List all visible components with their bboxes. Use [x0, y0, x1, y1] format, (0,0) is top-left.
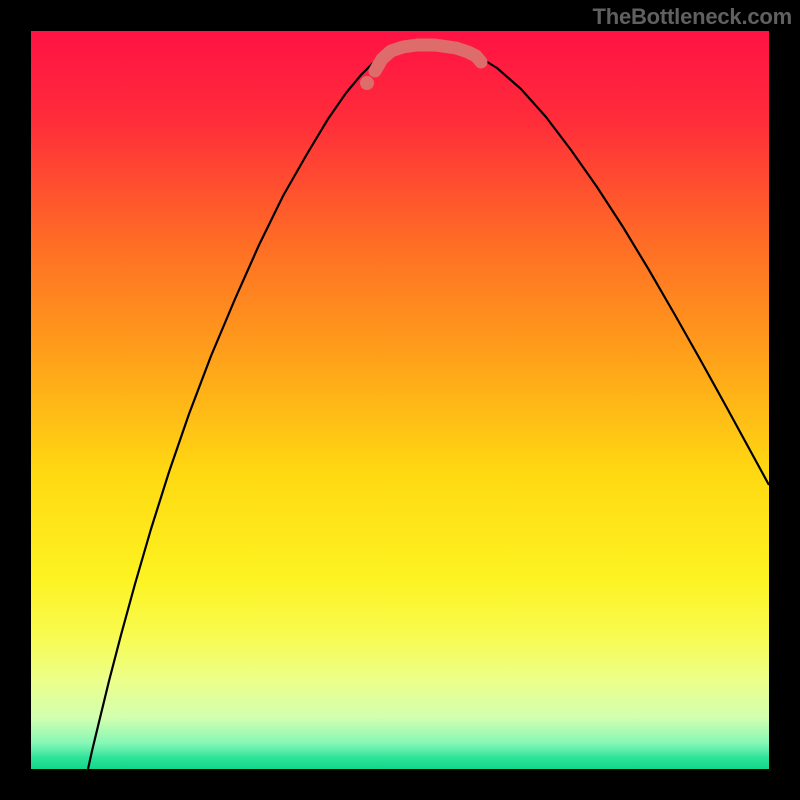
plot-background: [31, 31, 769, 769]
chart-canvas: TheBottleneck.com: [0, 0, 800, 800]
marker-dot: [360, 76, 374, 90]
watermark-text: TheBottleneck.com: [592, 4, 792, 30]
chart-svg: [0, 0, 800, 800]
